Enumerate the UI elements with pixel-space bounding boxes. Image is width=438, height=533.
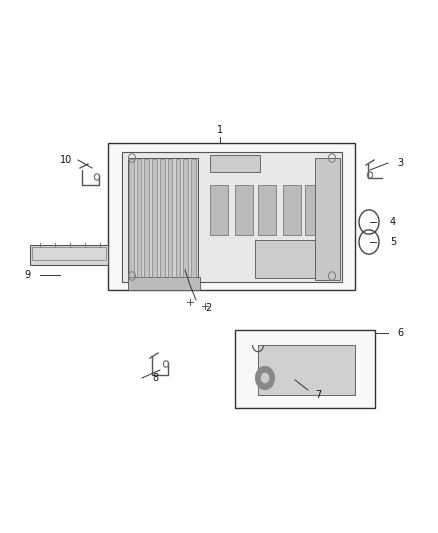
Bar xyxy=(258,345,355,395)
Bar xyxy=(108,143,355,290)
Bar xyxy=(210,155,260,172)
Circle shape xyxy=(261,373,269,383)
Bar xyxy=(283,185,301,235)
Text: 1: 1 xyxy=(217,125,223,135)
Bar xyxy=(305,185,323,235)
Bar xyxy=(184,159,188,277)
Bar xyxy=(160,159,165,277)
Text: 8: 8 xyxy=(152,373,158,383)
Bar xyxy=(122,152,342,282)
Bar xyxy=(168,159,173,277)
Bar xyxy=(30,245,108,265)
Bar xyxy=(315,158,340,280)
Bar xyxy=(258,185,276,235)
Bar xyxy=(128,277,200,290)
Text: 10: 10 xyxy=(60,155,72,165)
Bar xyxy=(191,159,196,277)
Text: 7: 7 xyxy=(315,390,321,400)
Bar xyxy=(145,159,149,277)
Text: 4: 4 xyxy=(390,217,396,227)
Text: 6: 6 xyxy=(397,328,403,338)
Circle shape xyxy=(255,366,275,390)
Bar xyxy=(32,247,106,260)
Bar xyxy=(210,185,228,235)
Bar xyxy=(129,159,134,277)
Text: 3: 3 xyxy=(397,158,403,168)
Bar xyxy=(255,240,315,278)
Bar xyxy=(235,330,375,408)
Bar xyxy=(235,185,253,235)
Bar xyxy=(152,159,157,277)
Text: 5: 5 xyxy=(390,237,396,247)
Text: 9: 9 xyxy=(24,270,30,280)
Text: 2: 2 xyxy=(205,303,211,313)
Bar xyxy=(137,159,141,277)
Bar xyxy=(176,159,180,277)
Bar xyxy=(128,158,198,278)
